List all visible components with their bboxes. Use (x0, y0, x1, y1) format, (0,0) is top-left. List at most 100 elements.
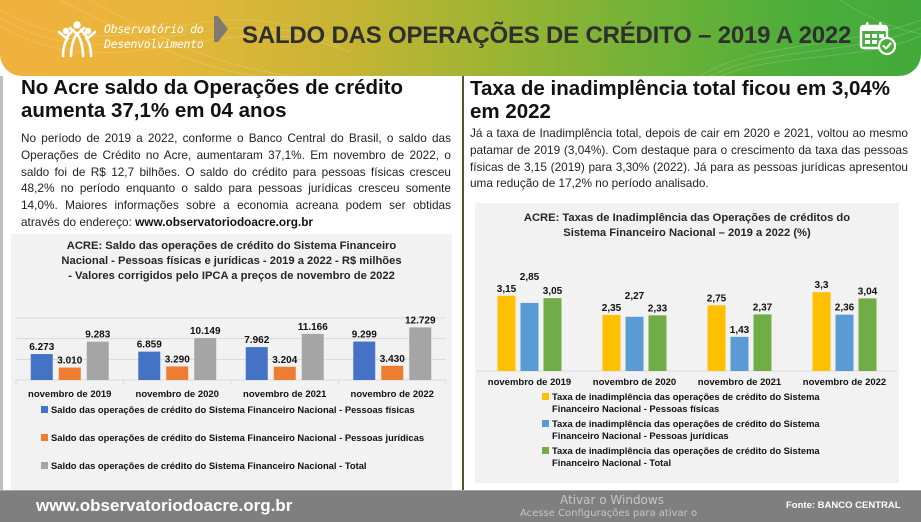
bar (648, 315, 667, 371)
default-chart-title: ACRE: Taxas de Inadimplência das Operaçõ… (483, 211, 891, 241)
bar (543, 298, 562, 371)
bar (625, 316, 644, 371)
legend-label-line: Financeiro Nacional - Total (552, 457, 672, 468)
left-headline: No Acre saldo da Operações de crédito au… (21, 76, 404, 122)
bar (381, 365, 404, 380)
x-tick-label: novembro de 2020 (136, 389, 219, 400)
data-label: 6.859 (137, 340, 162, 351)
bar (858, 298, 877, 371)
legend-item-pj: Saldo das operações de crédito do Sistem… (41, 432, 424, 460)
bar (753, 314, 772, 371)
legend-label-line: Taxa de inadimplência das operações de c… (552, 418, 820, 429)
observatorio-link[interactable]: www.observatoriodoacre.org.br (135, 214, 313, 229)
default-chart-title-line: ACRE: Taxas de Inadimplência das Operaçõ… (523, 212, 851, 224)
credit-chart-title-line: - Valores corrigidos pelo IPCA a preços … (68, 270, 395, 282)
bar (730, 336, 749, 371)
chevron-divider-body (214, 16, 218, 42)
data-label: 3,15 (497, 284, 517, 295)
bar (707, 305, 726, 371)
bar (602, 314, 621, 371)
credit-chart-title-line: Nacional - Pessoas físicas e jurídicas -… (61, 255, 402, 267)
legend-item-total: Taxa de inadimplência das operações de c… (542, 445, 872, 469)
legend-label: Taxa de inadimplência das operações de c… (552, 445, 820, 469)
bar (520, 302, 539, 371)
data-label: 3,04 (858, 286, 878, 297)
logo: Observatório do Desenvolvimento (58, 18, 208, 58)
data-label: 2,75 (707, 293, 727, 304)
data-label: 3.010 (57, 356, 82, 367)
x-tick-label: novembro de 2019 (28, 389, 111, 400)
legend-label: Taxa de inadimplência das operações de c… (552, 418, 820, 442)
data-label: 3.290 (165, 354, 190, 365)
data-label: 11.166 (298, 322, 328, 333)
x-tick-label: novembro de 2021 (243, 389, 327, 400)
data-label: 1,43 (730, 325, 750, 336)
bar (58, 367, 81, 380)
credit-chart-legend: Saldo das operações de crédito do Sistem… (41, 404, 424, 488)
data-label: 6.273 (29, 342, 54, 353)
bar (812, 292, 831, 371)
x-tick-label: novembro de 2022 (351, 389, 434, 400)
data-label: 9.299 (352, 330, 377, 341)
left-paragraph-text: No período de 2019 a 2022, conforme o Ba… (21, 131, 451, 229)
windows-activation-watermark-sub: Acesse Configurações para ativar o (520, 508, 698, 519)
legend-swatch-blue (542, 420, 549, 427)
legend-label: Saldo das operações de crédito do Sistem… (51, 460, 367, 471)
header-banner: Observatório do Desenvolvimento SALDO DA… (0, 0, 921, 76)
legend-item-pf: Taxa de inadimplência das operações de c… (542, 391, 872, 415)
data-label: 2,36 (835, 303, 855, 314)
right-paragraph: Já a taxa de Inadimplência total, depois… (470, 126, 908, 191)
bar (301, 333, 324, 380)
legend-label: Saldo das operações de crédito do Sistem… (51, 432, 425, 443)
windows-activation-watermark: Ativar o Windows (560, 493, 664, 507)
data-label: 2,85 (520, 272, 540, 283)
bar (138, 351, 161, 380)
footer: www.observatoriodoacre.org.br Fonte: BAN… (0, 490, 921, 522)
data-label: 3.430 (380, 354, 405, 365)
legend-label-line: Taxa de inadimplência das operações de c… (552, 445, 820, 456)
data-label: 9.283 (85, 330, 110, 341)
bar (353, 341, 376, 380)
legend-label-line: Financeiro Nacional - Pessoas físicas (552, 403, 720, 414)
bar (497, 295, 516, 371)
credit-chart-title: ACRE: Saldo das operações de crédito do … (17, 239, 446, 284)
legend-swatch-gray (41, 462, 48, 469)
data-label: 3,05 (543, 286, 563, 297)
logo-text: Observatório do Desenvolvimento (104, 22, 204, 52)
legend-item-total: Saldo das operações de crédito do Sistem… (41, 460, 424, 488)
x-tick-label: novembro de 2021 (698, 377, 782, 388)
legend-label: Saldo das operações de crédito do Sistem… (51, 404, 415, 415)
default-chart-legend: Taxa de inadimplência das operações de c… (542, 391, 872, 472)
data-label: 3.204 (272, 355, 297, 366)
data-label: 7.962 (244, 335, 269, 346)
legend-swatch-yellow (542, 393, 549, 400)
header-wave-decoration (0, 0, 921, 76)
data-source: Fonte: BANCO CENTRAL (786, 500, 901, 511)
page-title: SALDO DAS OPERAÇÕES DE CRÉDITO – 2019 A … (242, 22, 852, 49)
bar (245, 347, 268, 380)
right-panel: Taxa de inadimplência total ficou em 3,0… (462, 76, 921, 490)
left-paragraph: No período de 2019 a 2022, conforme o Ba… (21, 130, 451, 231)
legend-label-line: Taxa de inadimplência das operações de c… (552, 391, 820, 402)
data-label: 10.149 (190, 326, 221, 337)
chevron-right-icon (218, 16, 228, 42)
people-logo-icon (58, 21, 96, 58)
default-chart-title-line: Sistema Financeiro Nacional – 2019 a 202… (563, 227, 811, 239)
data-label: 12.729 (405, 315, 436, 326)
bar (194, 338, 217, 380)
bar (409, 327, 432, 380)
right-headline: Taxa de inadimplência total ficou em 3,0… (470, 77, 890, 123)
data-label: 2,35 (602, 303, 622, 314)
bar (166, 366, 189, 380)
logo-line-2: Desenvolvimento (104, 37, 204, 51)
footer-website-link[interactable]: www.observatoriodoacre.org.br (36, 496, 293, 515)
bar (273, 366, 296, 380)
left-panel: No Acre saldo da Operações de crédito au… (0, 76, 462, 490)
bar (835, 314, 854, 371)
legend-item-pj: Taxa de inadimplência das operações de c… (542, 418, 872, 442)
legend-label-line: Financeiro Nacional - Pessoas jurídicas (552, 430, 729, 441)
legend-swatch-orange (41, 434, 48, 441)
data-label: 2,37 (753, 302, 773, 313)
credit-chart-title-line: ACRE: Saldo das operações de crédito do … (66, 240, 397, 252)
